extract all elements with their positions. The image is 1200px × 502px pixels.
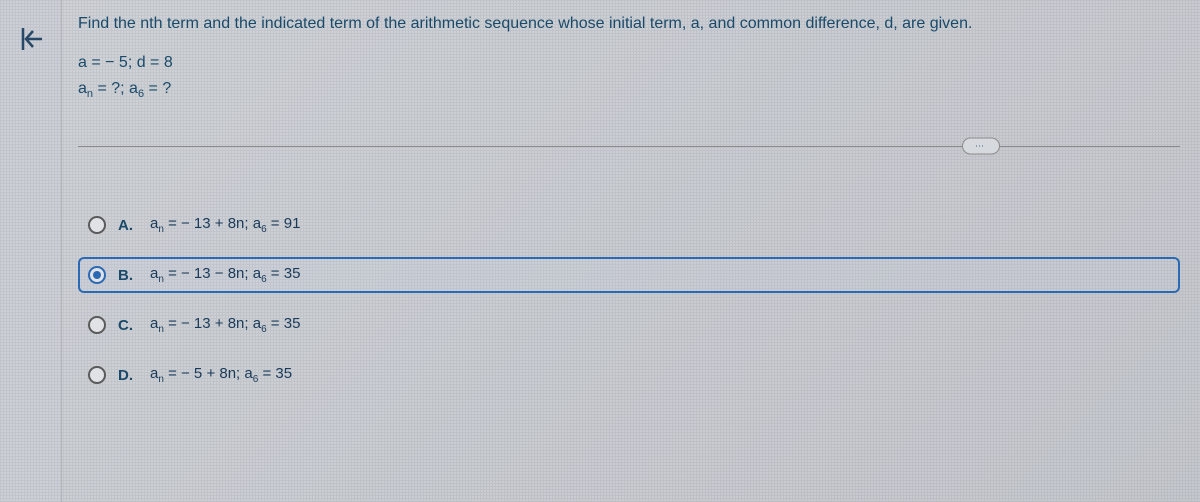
given-values: a = − 5; d = 8 an = ?; a6 = ? — [78, 50, 1180, 103]
option-c[interactable]: C. an = − 13 + 8n; a6 = 35 — [78, 307, 1180, 343]
option-letter: C. — [118, 317, 138, 334]
section-divider: ⋯ — [78, 145, 1180, 147]
radio-a[interactable] — [88, 216, 106, 234]
radio-b[interactable] — [88, 266, 106, 284]
collapse-sidebar-button[interactable] — [12, 20, 50, 58]
option-d[interactable]: D. an = − 5 + 8n; a6 = 35 — [78, 357, 1180, 393]
divider-line — [78, 146, 1180, 147]
given-line-2: an = ?; a6 = ? — [78, 76, 1180, 104]
option-letter: A. — [118, 217, 138, 234]
option-text: an = − 13 − 8n; a6 = 35 — [150, 265, 300, 285]
answer-options: A. an = − 13 + 8n; a6 = 91 B. an = − 13 … — [78, 207, 1180, 393]
radio-c[interactable] — [88, 316, 106, 334]
given-line-1: a = − 5; d = 8 — [78, 50, 1180, 76]
option-letter: B. — [118, 267, 138, 284]
an-prefix: a — [78, 80, 87, 97]
option-text: an = − 13 + 8n; a6 = 91 — [150, 215, 300, 235]
radio-d[interactable] — [88, 366, 106, 384]
more-button[interactable]: ⋯ — [962, 138, 1000, 155]
sidebar — [0, 0, 62, 502]
app-root: Find the nth term and the indicated term… — [0, 0, 1200, 502]
an-suffix: = ? — [144, 80, 171, 97]
arrow-bar-left-icon — [16, 24, 46, 54]
option-text: an = − 13 + 8n; a6 = 35 — [150, 315, 300, 335]
question-panel: Find the nth term and the indicated term… — [62, 0, 1200, 502]
question-prompt: Find the nth term and the indicated term… — [78, 12, 1180, 36]
an-mid: = ?; a — [93, 80, 138, 97]
option-a[interactable]: A. an = − 13 + 8n; a6 = 91 — [78, 207, 1180, 243]
option-b[interactable]: B. an = − 13 − 8n; a6 = 35 — [78, 257, 1180, 293]
option-text: an = − 5 + 8n; a6 = 35 — [150, 365, 292, 385]
option-letter: D. — [118, 367, 138, 384]
